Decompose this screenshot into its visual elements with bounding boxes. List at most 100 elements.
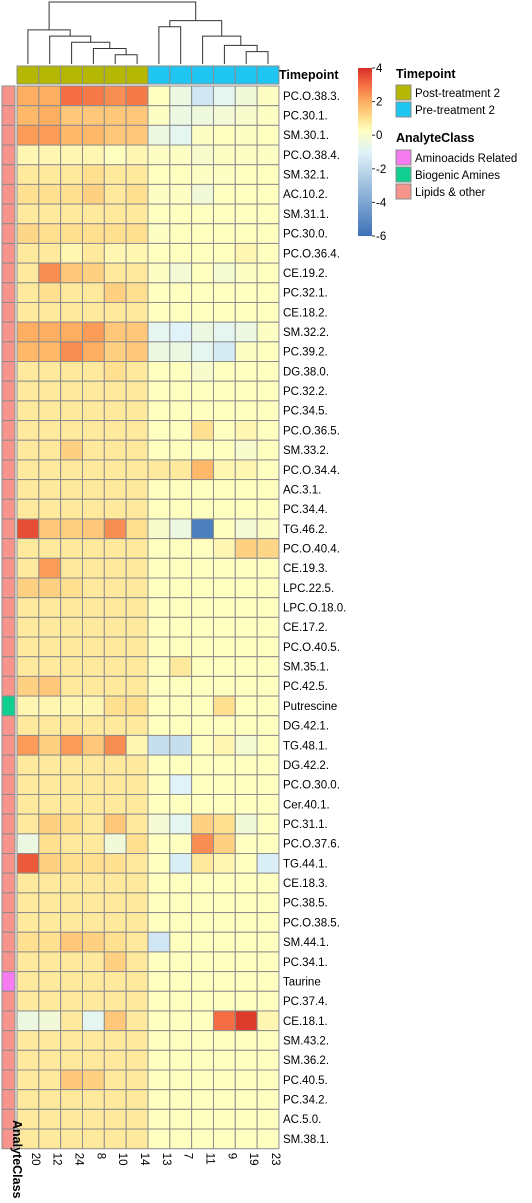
analyte-class-annotation-cell <box>1 597 16 618</box>
heatmap-cell <box>16 557 40 579</box>
heatmap-cell <box>60 380 83 402</box>
heatmap-cell <box>169 715 193 736</box>
heatmap-cell <box>212 400 236 422</box>
heatmap-cell <box>147 262 171 284</box>
heatmap-cell <box>212 931 236 953</box>
analyte-class-legend-label: Lipids & other <box>415 187 485 199</box>
heatmap-cell <box>169 1030 193 1051</box>
heatmap-cell <box>103 715 127 736</box>
heatmap-cell <box>125 361 149 382</box>
heatmap-cell <box>147 242 171 264</box>
heatmap-cell <box>38 420 62 441</box>
heatmap-cell <box>256 557 280 579</box>
heatmap-cell <box>234 183 258 205</box>
heatmap-cell <box>212 892 236 914</box>
heatmap-cell <box>81 361 105 382</box>
timepoint-annotation-cell <box>169 65 193 85</box>
heatmap-cell <box>81 951 105 973</box>
heatmap-cell <box>234 380 258 402</box>
heatmap-cell <box>191 518 214 540</box>
heatmap-cell <box>147 734 171 756</box>
heatmap-cell <box>60 538 83 559</box>
heatmap-cell <box>38 675 62 697</box>
heatmap-cell <box>191 813 214 835</box>
heatmap-cell <box>169 1128 193 1150</box>
column-label: 13 <box>160 1153 172 1166</box>
heatmap-cell <box>191 223 214 244</box>
heatmap-cell <box>16 597 40 618</box>
row-label: TG.48.1. <box>283 740 328 752</box>
heatmap-cell <box>256 242 280 264</box>
heatmap-cell <box>103 557 127 579</box>
heatmap-cell <box>60 282 83 303</box>
heatmap-cell <box>147 577 171 599</box>
heatmap-cell <box>256 420 280 441</box>
heatmap-cell <box>16 853 40 874</box>
row-label: CE.17.2. <box>283 622 328 634</box>
heatmap-cell <box>38 577 62 599</box>
heatmap-cell <box>81 1049 105 1071</box>
heatmap-cell <box>212 518 236 540</box>
timepoint-legend: Timepoint Post-treatment 2 Pre-treatment … <box>395 67 500 118</box>
heatmap-cell <box>125 774 149 795</box>
heatmap-cell <box>169 400 193 422</box>
heatmap-cell <box>234 1049 258 1071</box>
heatmap-cell <box>234 203 258 225</box>
heatmap-cell <box>169 793 193 815</box>
heatmap-cell <box>191 872 214 894</box>
heatmap-cell <box>147 518 171 540</box>
column-dendrogram <box>27 1 269 64</box>
heatmap-cell <box>38 518 62 540</box>
heatmap-cell <box>125 695 149 717</box>
heatmap-cell <box>169 144 193 166</box>
heatmap-cell <box>125 1128 149 1150</box>
analyte-class-annotation-cell <box>1 656 16 677</box>
timepoint-annotation-cell <box>147 65 171 85</box>
heatmap-cell <box>256 105 280 126</box>
heatmap-cell <box>16 85 40 107</box>
timepoint-annotation-cell <box>234 65 258 85</box>
heatmap-cell <box>16 242 40 264</box>
row-label: PC.O.37.6. <box>283 839 340 851</box>
heatmap-cell <box>234 400 258 422</box>
heatmap-cell <box>81 833 105 855</box>
heatmap-cell <box>234 282 258 303</box>
heatmap-cell <box>191 1030 214 1051</box>
row-label: PC.32.1. <box>283 288 328 300</box>
heatmap-cell <box>81 538 105 559</box>
analyte-class-annotation-cell <box>1 636 16 658</box>
heatmap-cell <box>147 321 171 343</box>
heatmap-cell <box>212 85 236 107</box>
heatmap-cell <box>169 439 193 461</box>
heatmap-cell <box>212 813 236 835</box>
analyte-class-annotation-cell <box>1 203 16 225</box>
heatmap-cell <box>81 793 105 815</box>
analyte-class-annotation-cell <box>1 124 16 146</box>
row-label: SM.31.1. <box>283 209 329 221</box>
analyte-class-annotation-cell <box>1 754 16 776</box>
heatmap-cell <box>147 675 171 697</box>
heatmap-cell <box>147 164 171 185</box>
analyte-class-annotation-cell <box>1 479 16 500</box>
heatmap-cell <box>212 715 236 736</box>
heatmap-cell <box>234 1030 258 1051</box>
heatmap-cell <box>16 951 40 973</box>
heatmap-cell <box>147 833 171 855</box>
heatmap-cell <box>147 656 171 677</box>
heatmap-cell <box>234 105 258 126</box>
heatmap-cell <box>16 262 40 284</box>
row-label: SM.32.2. <box>283 327 329 339</box>
heatmap-cell <box>147 144 171 166</box>
heatmap-cell <box>169 459 193 481</box>
heatmap-cell <box>81 1108 105 1130</box>
heatmap-cell <box>103 242 127 264</box>
heatmap-cell <box>38 498 62 520</box>
heatmap-cell <box>125 105 149 126</box>
heatmap-cell <box>81 557 105 579</box>
heatmap-cell <box>60 1089 83 1110</box>
heatmap-cell <box>256 774 280 795</box>
heatmap-cell <box>103 931 127 953</box>
heatmap-cell <box>212 203 236 225</box>
heatmap-cell <box>103 892 127 914</box>
heatmap-cell <box>38 282 62 303</box>
